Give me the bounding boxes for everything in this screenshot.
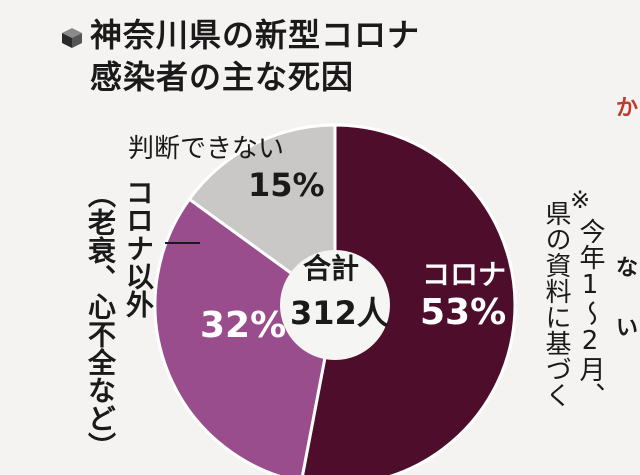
cube-icon bbox=[62, 28, 82, 48]
donut-hole bbox=[280, 250, 390, 360]
note-line-2: 県の資料に基づく bbox=[541, 200, 571, 408]
cropped-article-text: か な い bbox=[616, 60, 640, 360]
side-glyph-2: な bbox=[615, 256, 638, 281]
center-label-total: 合計 bbox=[303, 252, 360, 285]
chart-title: 神奈川県の新型コロナ 感染者の主な死因 bbox=[90, 14, 420, 98]
slice-label-other: コロナ以外 bbox=[122, 178, 155, 318]
side-glyph-3: い bbox=[615, 316, 638, 341]
slice-value-corona: 53% bbox=[420, 292, 507, 333]
title-line-2: 感染者の主な死因 bbox=[90, 58, 355, 96]
slice-label-corona: コロナ bbox=[422, 258, 507, 291]
slice-other bbox=[153, 197, 337, 475]
slice-value-other: 32% bbox=[200, 305, 287, 346]
slice-label-unknown: 判断できない bbox=[128, 134, 285, 164]
slice-value-unknown: 15% bbox=[248, 166, 325, 204]
note-mark: ※ bbox=[570, 186, 591, 214]
slice-corona bbox=[301, 123, 517, 475]
slice-unknown bbox=[187, 123, 337, 308]
slice-label-other-detail: （老衰、心不全など） bbox=[84, 180, 117, 460]
center-label-count: 312人 bbox=[290, 294, 389, 332]
note-line-1: 今年1～2月、 bbox=[575, 218, 605, 408]
title-line-1: 神奈川県の新型コロナ bbox=[90, 16, 421, 54]
side-glyph-1: か bbox=[615, 96, 638, 121]
